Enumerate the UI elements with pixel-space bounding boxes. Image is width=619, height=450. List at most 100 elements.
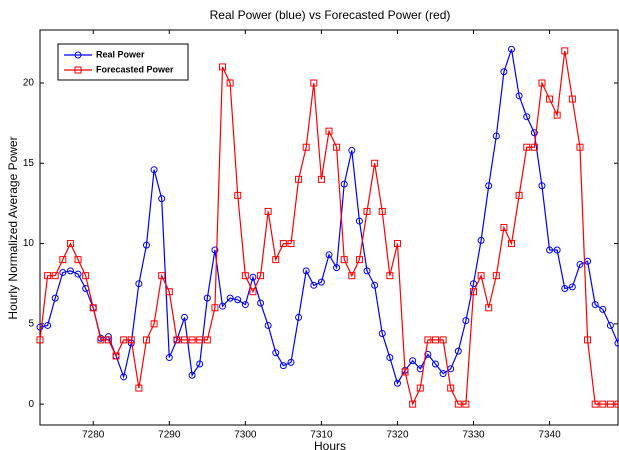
marker: [492, 132, 500, 140]
marker: [287, 240, 295, 248]
marker: [74, 51, 82, 59]
marker: [606, 400, 614, 408]
marker: [150, 166, 158, 174]
marker: [606, 321, 614, 329]
marker: [295, 175, 303, 183]
marker: [454, 400, 462, 408]
marker: [173, 336, 181, 344]
marker: [538, 79, 546, 87]
legend-label: Real Power: [96, 49, 145, 59]
marker: [264, 207, 272, 215]
marker: [44, 272, 52, 280]
marker: [66, 267, 74, 275]
marker: [553, 246, 561, 254]
marker: [538, 182, 546, 190]
marker: [226, 79, 234, 87]
marker: [485, 182, 493, 190]
marker: [454, 347, 462, 355]
marker: [203, 294, 211, 302]
marker: [591, 301, 599, 309]
marker: [165, 288, 173, 296]
marker: [470, 280, 477, 288]
marker: [211, 304, 219, 312]
marker: [287, 358, 295, 366]
x-tick-label: 7300: [234, 430, 257, 441]
marker: [241, 272, 249, 280]
marker: [188, 336, 196, 344]
marker: [515, 92, 523, 100]
y-tick-label: 0: [28, 399, 34, 410]
marker: [325, 127, 333, 135]
marker: [546, 95, 554, 103]
marker: [74, 270, 82, 278]
marker: [203, 336, 211, 344]
y-axis-label: Hourly Normalized Average Power: [6, 136, 20, 319]
marker: [485, 304, 493, 312]
marker: [51, 272, 59, 280]
marker: [112, 352, 120, 360]
marker: [272, 349, 280, 357]
plot-frame: [39, 29, 619, 426]
marker: [340, 180, 348, 188]
marker: [51, 294, 59, 302]
x-tick-label: 7320: [386, 430, 409, 441]
marker: [568, 95, 576, 103]
marker: [363, 207, 371, 215]
marker: [333, 143, 341, 151]
marker: [599, 305, 607, 313]
marker: [165, 354, 173, 362]
x-tick-label: 7310: [310, 430, 333, 441]
marker: [135, 384, 143, 392]
marker: [234, 296, 242, 304]
marker: [462, 317, 470, 325]
marker: [272, 256, 280, 264]
marker: [447, 384, 455, 392]
marker: [181, 336, 188, 344]
marker: [348, 272, 356, 280]
marker: [257, 272, 265, 280]
marker: [431, 360, 439, 368]
marker: [249, 273, 257, 281]
marker: [66, 240, 74, 248]
marker: [614, 400, 619, 408]
marker: [424, 336, 432, 344]
x-tick-label: 7290: [158, 430, 181, 441]
marker: [386, 354, 394, 362]
marker: [104, 336, 112, 344]
marker: [386, 272, 394, 280]
marker: [142, 336, 150, 344]
y-tick-label: 20: [23, 78, 35, 89]
marker: [500, 224, 508, 231]
marker: [553, 111, 561, 119]
marker: [568, 283, 576, 291]
x-tick-label: 7340: [538, 430, 561, 441]
marker: [59, 256, 67, 264]
marker: [196, 336, 204, 344]
chart-title: Real Power (blue) vs Forecasted Power (r…: [210, 8, 451, 22]
marker: [584, 336, 592, 344]
y-tick-label: 5: [28, 318, 34, 329]
marker: [74, 66, 82, 74]
marker: [82, 272, 90, 280]
marker: [279, 240, 287, 248]
marker: [142, 241, 150, 249]
marker: [439, 370, 447, 378]
marker: [614, 339, 619, 347]
legend-box: [57, 43, 189, 81]
marker: [363, 267, 371, 275]
marker: [530, 143, 538, 151]
x-tick-label: 7280: [82, 430, 105, 441]
marker: [409, 400, 417, 408]
marker: [127, 336, 135, 344]
marker: [508, 240, 516, 248]
marker: [492, 272, 500, 280]
marker: [477, 272, 485, 280]
marker: [378, 207, 386, 215]
marker: [393, 379, 401, 387]
legend-label: Forecasted Power: [96, 64, 174, 74]
marker: [257, 299, 265, 307]
marker: [523, 143, 531, 151]
marker: [74, 256, 82, 264]
legend: Real Power Forecasted Power: [57, 43, 189, 81]
